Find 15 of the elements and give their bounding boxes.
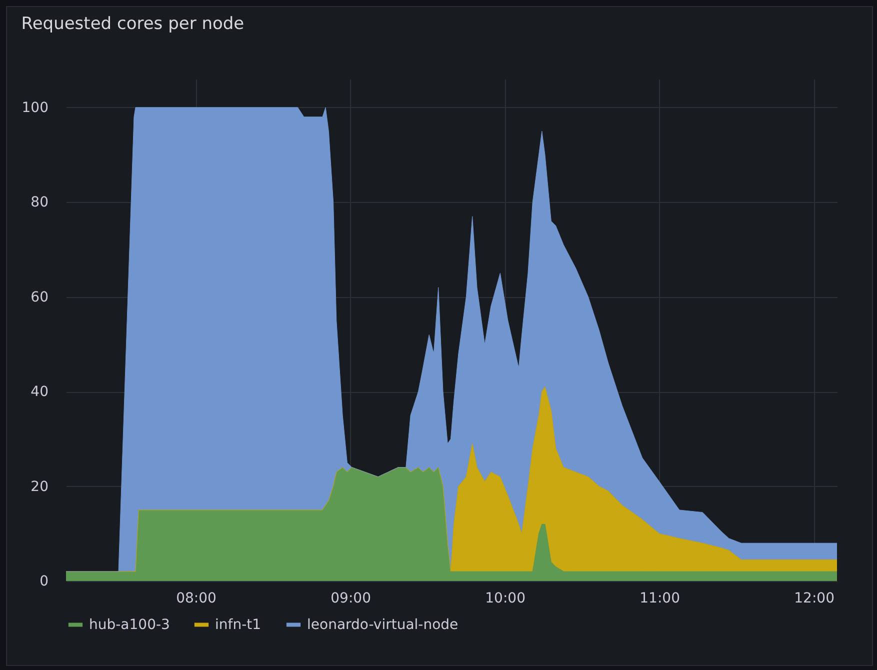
y-tick-label: 40 (30, 384, 48, 400)
x-tick-label: 12:00 (794, 590, 835, 606)
x-tick-label: 10:00 (485, 590, 526, 606)
chart-title: Requested cores per node (21, 14, 244, 34)
legend-label: hub-a100-3 (89, 616, 170, 633)
y-tick-label: 100 (22, 100, 48, 116)
y-tick-label: 60 (30, 289, 48, 306)
legend-label: leonardo-virtual-node (307, 616, 458, 633)
legend-label: infn-t1 (215, 616, 262, 633)
y-tick-label: 20 (30, 478, 48, 495)
y-tick-label: 80 (30, 194, 48, 211)
x-tick-label: 11:00 (640, 590, 680, 606)
x-tick-label: 08:00 (176, 590, 216, 606)
y-tick-label: 0 (40, 574, 48, 590)
x-tick-label: 09:00 (330, 590, 371, 606)
